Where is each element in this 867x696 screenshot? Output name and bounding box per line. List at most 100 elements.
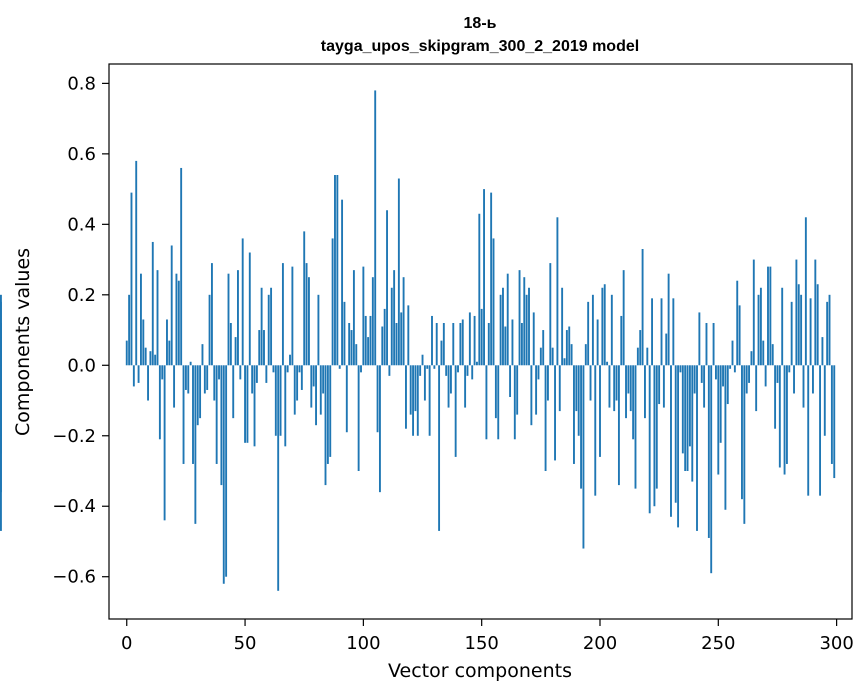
bar — [431, 315, 433, 366]
bar — [641, 249, 644, 366]
bar — [402, 277, 405, 366]
bar — [535, 365, 538, 415]
bar — [518, 270, 521, 366]
bar — [334, 175, 336, 366]
bar — [722, 365, 724, 387]
y-tick-label: −0.6 — [52, 567, 96, 588]
bar — [341, 199, 344, 366]
y-tick-label: 0.0 — [67, 355, 96, 376]
bar — [220, 365, 223, 486]
bar — [658, 365, 661, 405]
bar — [154, 354, 157, 366]
bar — [156, 270, 159, 366]
bar — [665, 333, 668, 366]
bar — [568, 326, 571, 366]
y-tick-label: −0.2 — [52, 426, 96, 447]
bar — [459, 323, 462, 366]
bar — [629, 365, 632, 412]
bar — [816, 284, 819, 366]
bar — [830, 365, 833, 464]
bar — [584, 344, 587, 366]
bar — [464, 365, 467, 408]
bar — [764, 365, 767, 387]
bar — [785, 365, 788, 464]
bar — [170, 245, 173, 366]
bar — [260, 287, 263, 366]
bar — [563, 358, 566, 366]
bar — [184, 365, 187, 390]
x-tick-label: 50 — [234, 633, 257, 654]
bar — [447, 365, 450, 408]
bar — [601, 287, 604, 366]
bar — [199, 365, 202, 419]
bar — [549, 263, 552, 366]
bar — [206, 365, 209, 390]
bar — [364, 315, 367, 366]
bar — [317, 294, 320, 366]
bar — [445, 365, 448, 376]
bar — [350, 330, 353, 366]
bar — [797, 284, 800, 366]
bar — [177, 280, 180, 366]
bar — [679, 365, 682, 373]
y-tick-label: 0.4 — [67, 214, 96, 235]
bar — [620, 315, 623, 366]
bar — [509, 365, 512, 397]
bar — [166, 319, 168, 366]
bar — [438, 365, 441, 531]
bar — [468, 312, 471, 366]
bar — [412, 365, 415, 436]
bar — [281, 263, 284, 366]
bar — [253, 365, 256, 447]
bar — [603, 284, 606, 366]
bar — [506, 273, 509, 366]
bar — [627, 365, 630, 394]
bar — [587, 301, 590, 366]
bar — [667, 273, 670, 366]
bar — [653, 365, 656, 507]
bar — [632, 365, 635, 440]
bar — [743, 365, 746, 524]
bar — [409, 365, 412, 415]
bar — [267, 294, 270, 366]
bar — [163, 365, 166, 521]
bar — [433, 365, 436, 369]
x-tick-label: 250 — [701, 633, 735, 654]
bar — [315, 365, 317, 426]
bar — [528, 287, 530, 366]
bar — [0, 351, 2, 366]
bar — [544, 365, 547, 471]
bar — [828, 294, 831, 366]
bar — [750, 351, 753, 366]
bar — [577, 365, 580, 436]
bar — [218, 365, 220, 380]
bar — [762, 340, 765, 366]
bar — [208, 294, 211, 366]
bar — [537, 365, 540, 380]
bar — [449, 365, 452, 394]
bar — [696, 365, 698, 531]
bar — [203, 365, 206, 394]
bar — [326, 365, 329, 464]
bar — [371, 277, 374, 366]
bar — [724, 365, 727, 510]
bar — [677, 365, 680, 528]
x-tick-label: 100 — [346, 633, 380, 654]
bar — [442, 323, 445, 366]
bar-series — [0, 90, 836, 591]
bar — [693, 365, 696, 394]
bar — [606, 361, 609, 366]
bar — [698, 312, 701, 366]
bar — [416, 365, 419, 436]
x-axis-label: Vector components — [388, 660, 572, 682]
bar — [573, 365, 575, 464]
bar — [137, 365, 140, 383]
bar — [270, 287, 273, 366]
bar — [232, 365, 235, 419]
bar — [530, 365, 533, 426]
bar — [454, 365, 457, 457]
bar — [476, 361, 478, 366]
bar — [161, 365, 164, 380]
bar — [125, 340, 128, 366]
